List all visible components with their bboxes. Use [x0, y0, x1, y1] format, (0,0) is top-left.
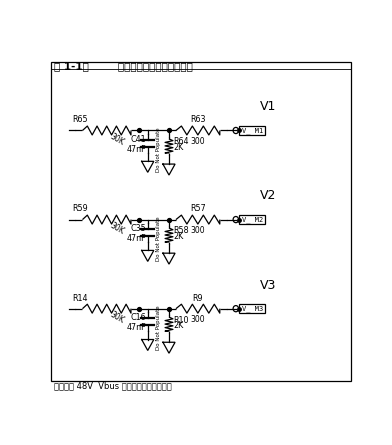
Text: 2K: 2K — [174, 143, 184, 152]
Text: 30K: 30K — [108, 221, 125, 236]
Text: 图 1-1：        低压电机相的信号调理电路: 图 1-1： 低压电机相的信号调理电路 — [54, 61, 192, 71]
Text: 30K: 30K — [108, 132, 125, 147]
Text: 47nF: 47nF — [127, 145, 146, 154]
Text: V3: V3 — [260, 279, 276, 291]
Text: Do Not Populate: Do Not Populate — [156, 127, 161, 172]
Text: R57: R57 — [190, 204, 206, 214]
Text: V_ M1: V_ M1 — [242, 127, 263, 134]
Text: C16: C16 — [131, 313, 146, 322]
Text: R59: R59 — [72, 204, 87, 214]
Text: V_ M3: V_ M3 — [242, 305, 263, 312]
Text: C35: C35 — [131, 224, 146, 233]
Bar — [240, 304, 265, 313]
Text: 这是用于 48V  Vbus 的典型信号调理电路。: 这是用于 48V Vbus 的典型信号调理电路。 — [54, 382, 171, 391]
Text: R58: R58 — [174, 227, 189, 235]
Text: R9: R9 — [192, 294, 203, 303]
Text: 47nF: 47nF — [127, 323, 146, 332]
Bar — [240, 215, 265, 224]
Bar — [240, 125, 265, 135]
Text: 300: 300 — [191, 226, 205, 235]
Text: Do Not Populate: Do Not Populate — [156, 305, 161, 350]
Text: V_ M2: V_ M2 — [242, 216, 263, 223]
Text: R64: R64 — [174, 138, 189, 146]
Text: 300: 300 — [191, 137, 205, 146]
Text: Do Not Populate: Do Not Populate — [156, 216, 161, 261]
Text: C41: C41 — [131, 134, 146, 144]
Text: V2: V2 — [260, 190, 276, 202]
Text: V1: V1 — [260, 101, 276, 113]
Text: 300: 300 — [191, 315, 205, 324]
Text: R65: R65 — [72, 115, 87, 124]
Text: 2K: 2K — [174, 321, 184, 331]
Text: 30K: 30K — [108, 311, 125, 326]
Text: 47nF: 47nF — [127, 234, 146, 243]
Text: 2K: 2K — [174, 232, 184, 241]
Text: R14: R14 — [72, 294, 87, 303]
Text: R10: R10 — [174, 316, 189, 324]
Text: R63: R63 — [190, 115, 206, 124]
